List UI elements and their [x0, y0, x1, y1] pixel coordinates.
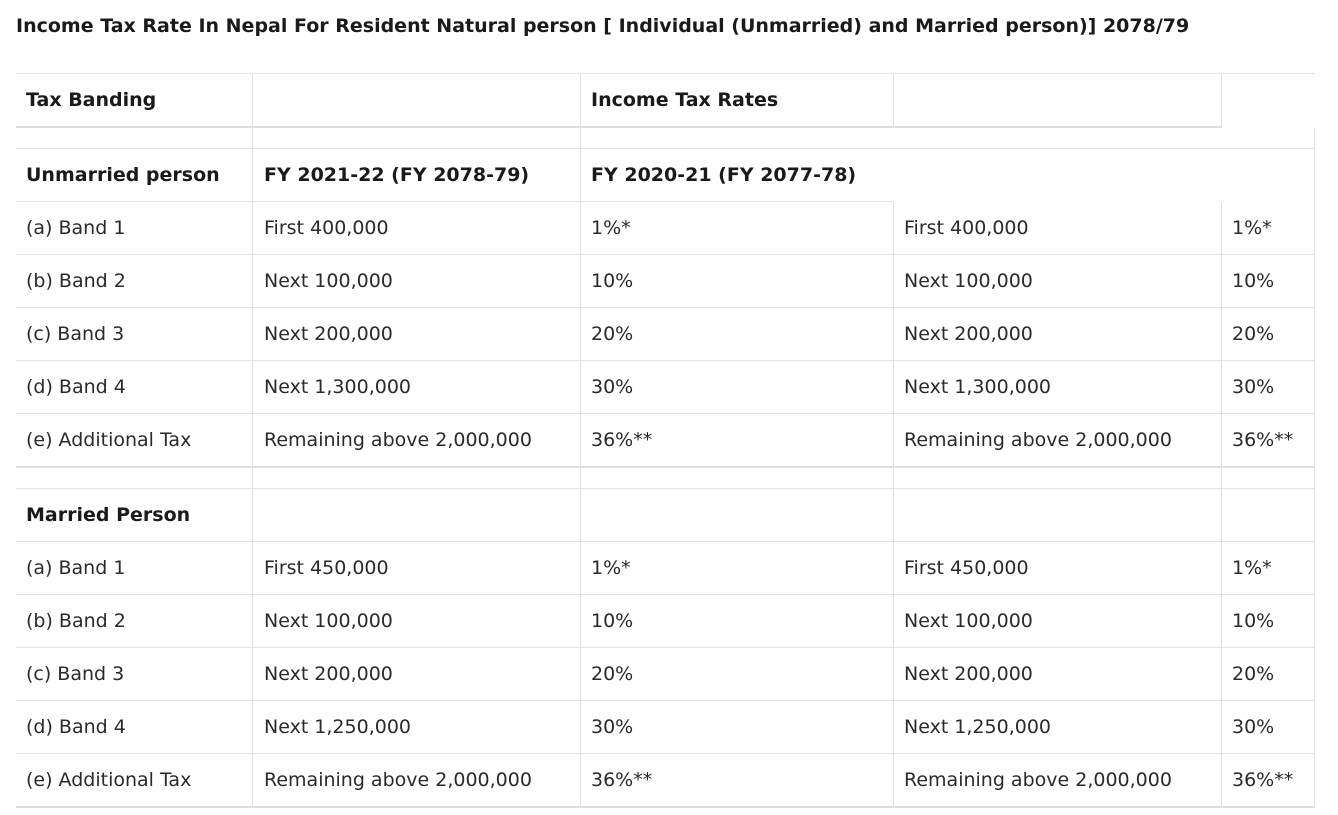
band-label: (b) Band 2	[26, 270, 126, 292]
rate-previous: 20%	[1232, 663, 1275, 685]
row-divider	[16, 254, 1315, 255]
row-divider	[16, 73, 1315, 74]
section-label-unmarried: Unmarried person	[26, 164, 220, 186]
row-divider	[16, 700, 1315, 701]
band-label: (e) Additional Tax	[26, 769, 192, 791]
amount-previous: First 400,000	[904, 217, 1029, 239]
row-divider	[16, 201, 893, 202]
rate-current: 36%**	[591, 429, 653, 451]
rate-current: 10%	[591, 610, 634, 632]
row-divider	[16, 488, 1315, 489]
amount-previous: Next 1,300,000	[904, 376, 1051, 398]
row-divider	[16, 307, 1315, 308]
rate-current: 10%	[591, 270, 634, 292]
band-label: (a) Band 1	[26, 557, 126, 579]
band-label: (c) Band 3	[26, 323, 125, 345]
rate-current: 36%**	[591, 769, 653, 791]
rate-current: 1%*	[591, 217, 631, 239]
rate-previous: 10%	[1232, 270, 1275, 292]
row-divider	[16, 413, 1315, 414]
section-label-married: Married Person	[26, 504, 191, 526]
row-divider	[16, 806, 1315, 808]
tax-rate-table: Tax Banding Income Tax Rates Unmarried p…	[16, 73, 1315, 808]
column-divider	[1314, 128, 1315, 808]
rate-previous: 1%*	[1232, 557, 1272, 579]
rate-previous: 10%	[1232, 610, 1275, 632]
amount-current: Next 1,300,000	[264, 376, 411, 398]
amount-previous: Remaining above 2,000,000	[904, 769, 1172, 791]
amount-current: First 450,000	[264, 557, 389, 579]
band-label: (d) Band 4	[26, 376, 126, 398]
row-divider	[16, 148, 1315, 149]
amount-current: Next 200,000	[264, 323, 393, 345]
row-divider	[16, 126, 1221, 128]
rate-current: 20%	[591, 323, 634, 345]
band-label: (c) Band 3	[26, 663, 125, 685]
rate-current: 20%	[591, 663, 634, 685]
column-divider	[252, 73, 253, 808]
band-label: (d) Band 4	[26, 716, 126, 738]
rate-previous: 36%**	[1232, 769, 1294, 791]
row-divider	[16, 466, 1315, 468]
row-divider	[16, 753, 1315, 754]
amount-previous: Remaining above 2,000,000	[904, 429, 1172, 451]
column-divider	[580, 73, 581, 808]
header-income-tax-rates: Income Tax Rates	[591, 89, 779, 111]
rate-previous: 20%	[1232, 323, 1275, 345]
column-divider	[893, 202, 894, 808]
fy-current-label: FY 2021-22 (FY 2078-79)	[264, 164, 530, 186]
column-divider	[1221, 202, 1222, 808]
amount-previous: Next 200,000	[904, 323, 1033, 345]
amount-current: Next 100,000	[264, 270, 393, 292]
amount-previous: Next 100,000	[904, 270, 1033, 292]
amount-previous: First 450,000	[904, 557, 1029, 579]
column-divider	[893, 73, 894, 128]
band-label: (e) Additional Tax	[26, 429, 192, 451]
row-divider	[16, 647, 1315, 648]
rate-previous: 30%	[1232, 716, 1275, 738]
header-tax-banding: Tax Banding	[26, 89, 157, 111]
amount-previous: Next 1,250,000	[904, 716, 1051, 738]
row-divider	[16, 360, 1315, 361]
amount-previous: Next 200,000	[904, 663, 1033, 685]
column-divider	[1221, 73, 1222, 128]
row-divider	[16, 594, 1315, 595]
rate-current: 30%	[591, 376, 634, 398]
amount-current: Next 100,000	[264, 610, 393, 632]
amount-current: Remaining above 2,000,000	[264, 429, 532, 451]
fy-previous-label: FY 2020-21 (FY 2077-78)	[591, 164, 857, 186]
amount-previous: Next 100,000	[904, 610, 1033, 632]
amount-current: Next 200,000	[264, 663, 393, 685]
band-label: (a) Band 1	[26, 217, 126, 239]
rate-current: 30%	[591, 716, 634, 738]
rate-current: 1%*	[591, 557, 631, 579]
row-divider	[16, 541, 1315, 542]
band-label: (b) Band 2	[26, 610, 126, 632]
amount-current: First 400,000	[264, 217, 389, 239]
rate-previous: 36%**	[1232, 429, 1294, 451]
amount-current: Remaining above 2,000,000	[264, 769, 532, 791]
page-title: Income Tax Rate In Nepal For Resident Na…	[16, 15, 1190, 37]
amount-current: Next 1,250,000	[264, 716, 411, 738]
rate-previous: 30%	[1232, 376, 1275, 398]
rate-previous: 1%*	[1232, 217, 1272, 239]
